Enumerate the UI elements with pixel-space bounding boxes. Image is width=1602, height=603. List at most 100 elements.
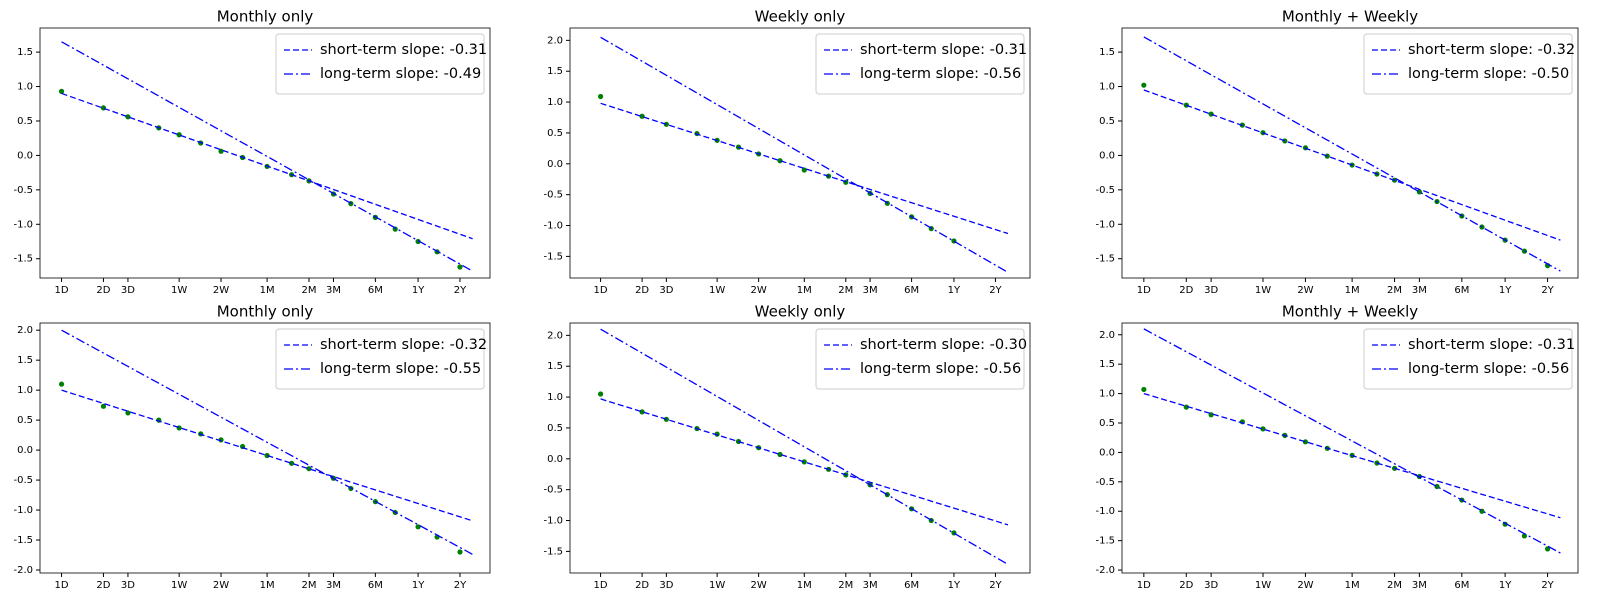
point [125, 410, 131, 416]
x-tick-label: 1M [260, 285, 275, 296]
x-tick-label: 2W [751, 285, 767, 296]
x-tick-label: 1D [594, 580, 608, 591]
point [457, 549, 463, 555]
x-tick-label: 3D [1204, 285, 1218, 296]
x-tick-label: 2M [1387, 285, 1402, 296]
y-tick-label: 1.5 [17, 355, 33, 366]
subplot: Weekly only 1D 2D 3D 1W 2W 1M 2M 3M 6M 1Y 2Y -1.5 -1.… [543, 8, 1031, 296]
legend: short-term slope: -0.32 long-term slope: … [1363, 33, 1575, 95]
y-tick-label: 0.5 [17, 116, 33, 127]
x-tick-label: 6M [904, 580, 919, 591]
x-tick-label: 2Y [1541, 285, 1554, 296]
x-tick-label: 1W [1255, 285, 1271, 296]
y-tick-label: -0.5 [1095, 185, 1115, 196]
x-tick-label: 3D [659, 580, 673, 591]
x-tick-label: 2Y [989, 580, 1002, 591]
point [1141, 82, 1147, 88]
subplot: Monthly only 1D 2D 3D 1W 2W 1M 2M 3M 6M 1Y 2Y -2.0 -1… [13, 303, 491, 591]
x-tick-label: 2W [213, 580, 229, 591]
y-tick-label: 2.0 [1099, 330, 1115, 341]
y-tick-label: -1.0 [1095, 506, 1115, 517]
y-tick-label: 0.0 [547, 454, 563, 465]
point [1302, 439, 1309, 445]
y-tick-label: -1.5 [1095, 254, 1115, 265]
plot-frame [39, 27, 491, 279]
y-tick-label: -2.0 [1095, 565, 1115, 576]
y-tick-label: 2.0 [547, 330, 563, 341]
legend-box [275, 33, 485, 95]
y-tick-label: 1.0 [17, 385, 33, 396]
y-tick-label: -0.5 [13, 475, 33, 486]
x-tick-label: 3M [326, 285, 341, 296]
point [58, 381, 65, 387]
x-tick-label: 1M [260, 580, 275, 591]
x-tick-label: 2D [96, 580, 110, 591]
legend: short-term slope: -0.31 long-term slope: … [275, 33, 487, 95]
x-tick-label: 3M [1412, 285, 1427, 296]
legend-box [275, 328, 485, 390]
x-tick-label: 2M [838, 285, 853, 296]
x-tick-label: 2W [1297, 285, 1313, 296]
point [801, 459, 807, 465]
legend-label: short-term slope: -0.31 [320, 42, 487, 58]
legend-label: long-term slope: -0.56 [860, 361, 1021, 377]
y-tick-label: 1.0 [1099, 389, 1115, 400]
x-tick-label: 1Y [1499, 285, 1512, 296]
subplot-title: Monthly only [217, 303, 314, 321]
x-tick-label: 6M [904, 285, 919, 296]
y-tick-label: -1.5 [13, 254, 33, 265]
x-tick-label: 2Y [1541, 580, 1554, 591]
y-tick-label: 0.5 [17, 415, 33, 426]
legend-box [1363, 328, 1573, 390]
point [264, 452, 270, 459]
legend-box [1363, 33, 1573, 95]
plot-frame [569, 322, 1031, 574]
y-tick-label: -0.5 [543, 485, 563, 496]
legend-box [815, 33, 1025, 95]
x-tick-label: 1D [55, 580, 69, 591]
x-tick-label: 1M [797, 580, 812, 591]
point [1544, 546, 1551, 552]
y-tick-label: -1.5 [543, 546, 563, 557]
x-tick-label: 3D [121, 580, 135, 591]
y-tick-label: 0.5 [1099, 418, 1115, 429]
subplot-title: Monthly + Weekly [1282, 8, 1418, 26]
plot-frame [569, 27, 1031, 279]
x-tick-label: 1Y [1499, 580, 1512, 591]
y-tick-label: 0.0 [1099, 150, 1115, 161]
point [288, 460, 295, 466]
legend-label: long-term slope: -0.56 [1408, 361, 1569, 377]
x-tick-label: 1Y [412, 285, 425, 296]
x-tick-label: 2M [1387, 580, 1402, 591]
plot-frame [39, 322, 491, 574]
subplot: Monthly only 1D 2D 3D 1W 2W 1M 2M 3M 6M 1Y 2Y -1.5 -1… [13, 8, 491, 296]
point [176, 425, 182, 431]
point [597, 93, 604, 100]
y-tick-label: 1.0 [17, 82, 33, 93]
legend-label: long-term slope: -0.56 [860, 66, 1021, 82]
point [125, 114, 131, 120]
point [100, 105, 107, 111]
point [1434, 483, 1440, 490]
y-tick-label: 2.0 [547, 35, 563, 46]
legend: short-term slope: -0.32 long-term slope: … [275, 328, 487, 390]
y-tick-label: -1.5 [1095, 536, 1115, 547]
x-tick-label: 3M [863, 285, 878, 296]
x-tick-label: 2M [301, 285, 316, 296]
point [415, 524, 421, 530]
y-tick-label: 0.0 [1099, 447, 1115, 458]
point [100, 403, 107, 409]
x-tick-label: 2M [301, 580, 316, 591]
fit-line [600, 398, 1009, 526]
subplot-title: Weekly only [755, 303, 846, 321]
x-tick-label: 2M [838, 580, 853, 591]
x-tick-label: 2W [213, 285, 229, 296]
x-tick-label: 3D [659, 285, 673, 296]
x-tick-label: 2Y [454, 580, 467, 591]
y-tick-label: -1.0 [13, 505, 33, 516]
x-tick-label: 1W [709, 285, 725, 296]
y-tick-label: 0.5 [547, 423, 563, 434]
x-tick-label: 1M [797, 285, 812, 296]
subplot: Weekly only 1D 2D 3D 1W 2W 1M 2M 3M 6M 1Y 2Y -1.5 -1.… [543, 303, 1031, 591]
